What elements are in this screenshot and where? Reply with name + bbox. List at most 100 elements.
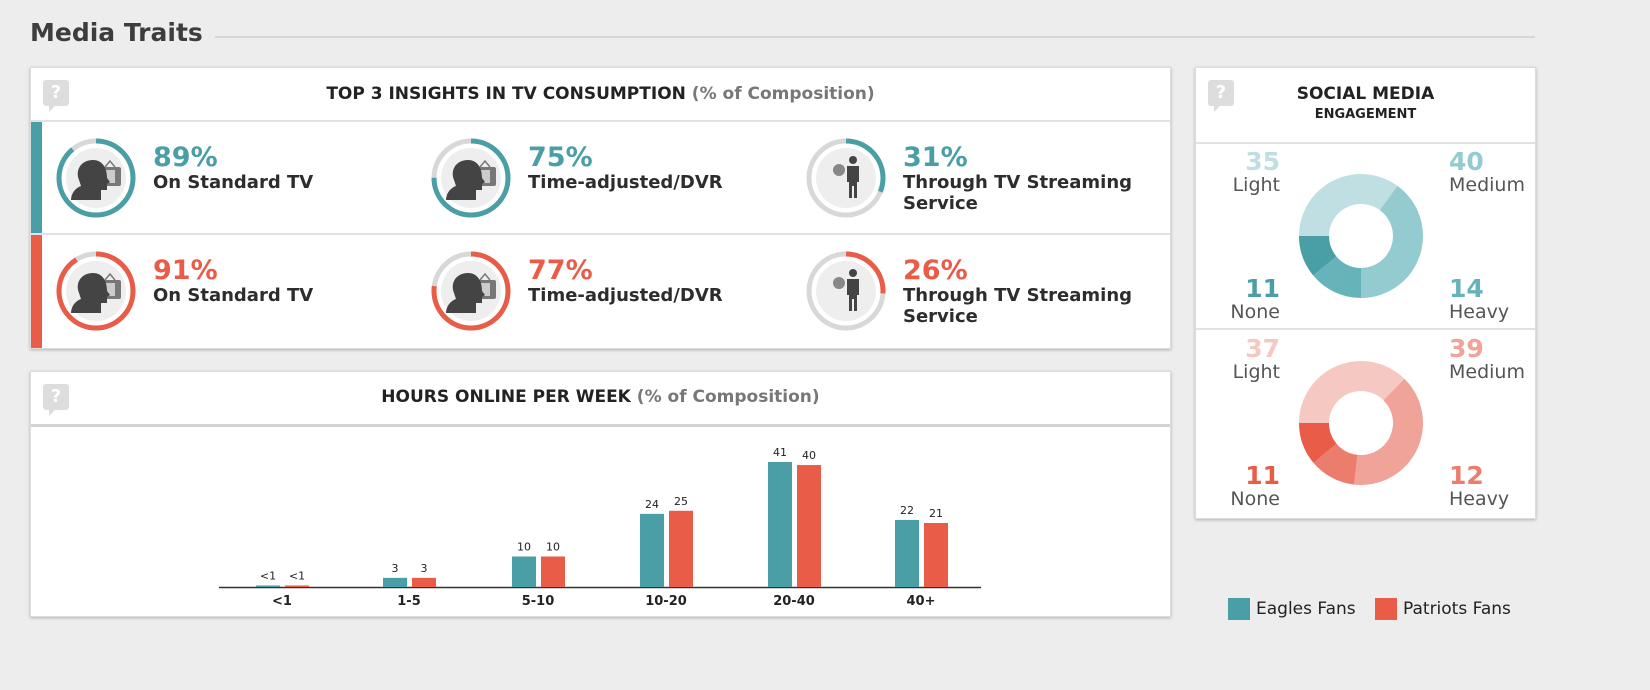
category-label: 20-40 xyxy=(773,594,815,609)
person-tv-icon xyxy=(56,138,136,218)
engagement-value: 40 xyxy=(1449,147,1484,176)
eagles-strip xyxy=(31,122,42,233)
legend-label: Eagles Fans xyxy=(1256,599,1356,619)
insight-item: 91% On Standard TV xyxy=(53,243,413,343)
engagement-label: None xyxy=(1230,488,1280,510)
insight-percent: 91% xyxy=(153,255,218,286)
donut-segment-light xyxy=(1299,174,1398,236)
insight-percent: 89% xyxy=(153,142,218,173)
person-tv-icon xyxy=(431,138,511,218)
person-tv-icon xyxy=(56,251,136,331)
bar-eagles xyxy=(640,513,664,587)
insight-label: Through TV Streaming Service xyxy=(903,172,1133,214)
insight-percent: 77% xyxy=(528,255,593,286)
divider xyxy=(31,120,1170,122)
bar-value-label: 21 xyxy=(929,507,943,520)
category-label: 40+ xyxy=(907,594,936,609)
bar-value-label: 40 xyxy=(802,449,816,462)
engagement-value: 11 xyxy=(1245,461,1280,490)
engagement-label: Light xyxy=(1232,174,1280,196)
help-icon[interactable]: ? xyxy=(43,384,69,416)
bar-value-label: 10 xyxy=(546,541,560,554)
bar-value-label: 25 xyxy=(674,495,688,508)
hours-online-panel: ? HOURS ONLINE PER WEEK (% of Compositio… xyxy=(30,371,1171,617)
panel-header: HOURS ONLINE PER WEEK (% of Composition) xyxy=(31,387,1170,407)
title-divider xyxy=(215,36,1535,38)
donut-segment-heavy xyxy=(1313,256,1361,298)
bar-value-label: 3 xyxy=(392,562,399,575)
engagement-value: 35 xyxy=(1245,147,1280,176)
insight-percent: 75% xyxy=(528,142,593,173)
person-remote-icon xyxy=(806,251,886,331)
category-label: 1-5 xyxy=(397,594,421,609)
insight-percent: 26% xyxy=(903,255,968,286)
bar-patriots xyxy=(669,510,693,587)
engagement-value: 14 xyxy=(1449,274,1484,303)
donut-segment-medium xyxy=(1361,185,1423,298)
patriots-strip xyxy=(31,235,42,348)
divider xyxy=(1196,328,1535,330)
bar-patriots xyxy=(797,465,821,587)
engagement-value: 37 xyxy=(1245,334,1280,363)
tv-consumption-panel: ? TOP 3 INSIGHTS IN TV CONSUMPTION (% of… xyxy=(30,67,1171,349)
bar-value-label: 24 xyxy=(645,498,659,511)
insight-item: 77% Time-adjusted/DVR xyxy=(428,243,788,343)
insight-item: 89% On Standard TV xyxy=(53,130,413,230)
bar-eagles xyxy=(383,577,407,587)
panel-title: HOURS ONLINE PER WEEK xyxy=(381,387,631,407)
bar-eagles xyxy=(768,462,792,587)
help-icon[interactable]: ? xyxy=(43,80,69,112)
panel-subtitle: (% of Composition) xyxy=(636,387,820,407)
bar-eagles xyxy=(512,556,536,587)
engagement-label: Light xyxy=(1232,361,1280,383)
insight-item: 26% Through TV Streaming Service xyxy=(803,243,1163,343)
insight-label: Through TV Streaming Service xyxy=(903,285,1133,327)
bar-value-label: 3 xyxy=(421,562,428,575)
category-label: 5-10 xyxy=(522,594,555,609)
engagement-label: Medium xyxy=(1449,361,1525,383)
engagement-value: 39 xyxy=(1449,334,1484,363)
insight-label: Time-adjusted/DVR xyxy=(528,172,723,193)
engagement-donut xyxy=(1299,361,1423,485)
insight-label: On Standard TV xyxy=(153,172,314,193)
bar-eagles xyxy=(895,519,919,587)
donut-segment-medium xyxy=(1354,378,1423,485)
divider xyxy=(1196,142,1535,144)
bar-patriots xyxy=(412,577,436,587)
bar-eagles xyxy=(256,585,280,587)
donut-segment-heavy xyxy=(1313,443,1358,485)
insight-percent: 31% xyxy=(903,142,968,173)
bar-patriots xyxy=(285,585,309,587)
person-tv-icon xyxy=(431,251,511,331)
category-label: 10-20 xyxy=(645,594,687,609)
engagement-label: Heavy xyxy=(1449,488,1510,510)
bar-value-label: 41 xyxy=(773,446,787,459)
category-label: <1 xyxy=(272,594,292,609)
engagement-value: 12 xyxy=(1449,461,1484,490)
divider xyxy=(31,424,1170,427)
insight-label: On Standard TV xyxy=(153,285,314,306)
engagement-label: Heavy xyxy=(1449,301,1510,323)
donut-segment-none xyxy=(1299,236,1337,276)
insight-item: 75% Time-adjusted/DVR xyxy=(428,130,788,230)
person-remote-icon xyxy=(806,138,886,218)
social-media-panel: ? SOCIAL MEDIA ENGAGEMENT 35 Light 40 Mediu… xyxy=(1195,67,1536,519)
legend-label: Patriots Fans xyxy=(1403,599,1511,619)
bar-patriots xyxy=(924,522,948,587)
hours-bar-chart: <1 <1 <1 3 3 1-5 10 10 5-10 24 25 10-20 41 40 20-40 22 2… xyxy=(219,446,981,609)
divider xyxy=(31,233,1170,235)
insight-item: 31% Through TV Streaming Service xyxy=(803,130,1163,230)
panel-header: TOP 3 INSIGHTS IN TV CONSUMPTION (% of C… xyxy=(31,84,1170,104)
bar-patriots xyxy=(541,556,565,587)
panel-title: TOP 3 INSIGHTS IN TV CONSUMPTION xyxy=(326,84,686,104)
engagement-value: 11 xyxy=(1245,274,1280,303)
donut-segment-light xyxy=(1299,361,1405,423)
legend-swatch xyxy=(1228,598,1250,620)
engagement-label: None xyxy=(1230,301,1280,323)
donut-segment-none xyxy=(1299,423,1337,463)
bar-value-label: <1 xyxy=(260,569,276,582)
panel-subtitle: ENGAGEMENT xyxy=(1314,107,1417,122)
help-icon[interactable]: ? xyxy=(1208,80,1234,112)
section-title: Media Traits xyxy=(30,18,203,47)
bar-value-label: <1 xyxy=(289,569,305,582)
